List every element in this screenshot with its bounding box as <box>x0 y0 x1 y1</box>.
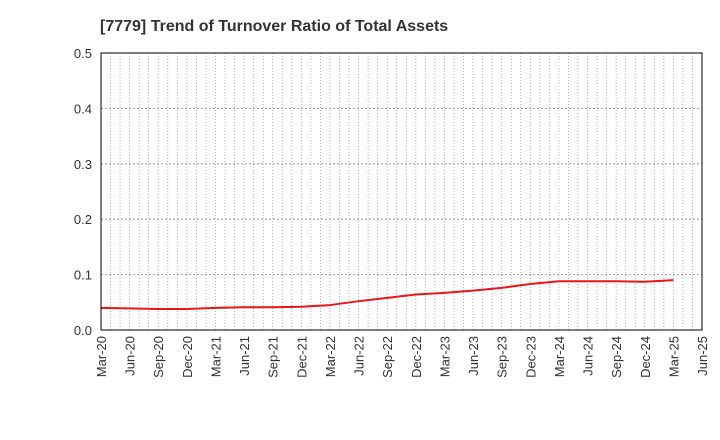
x-tick-label: Sep-20 <box>151 336 166 378</box>
x-tick-label: Sep-23 <box>495 336 510 378</box>
x-tick-label: Jun-25 <box>695 336 710 376</box>
y-tick-label: 0.3 <box>74 157 92 172</box>
x-axis: Mar-20 Jun-20 Sep-20 Dec-20 Mar-21 Jun-21 Sep-… <box>94 336 710 378</box>
x-tick-label: Mar-25 <box>666 336 681 377</box>
y-tick-label: 0.4 <box>74 101 92 116</box>
x-tick-label: Dec-21 <box>294 336 309 378</box>
x-tick-label: Jun-20 <box>123 336 138 376</box>
series <box>100 279 674 310</box>
x-tick-label: Mar-20 <box>94 336 109 377</box>
y-axis: 0.0 0.1 0.2 0.3 0.4 0.5 <box>74 46 92 338</box>
x-tick-label: Jun-21 <box>237 336 252 376</box>
x-tick-label: Jun-23 <box>466 336 481 376</box>
y-tick-label: 0.1 <box>74 268 92 283</box>
x-tick-label: Mar-24 <box>552 336 567 377</box>
x-tick-label: Dec-24 <box>638 336 653 378</box>
series-line <box>100 279 674 310</box>
x-tick-label: Sep-22 <box>380 336 395 378</box>
x-tick-label: Dec-22 <box>409 336 424 378</box>
x-tick-label: Dec-23 <box>523 336 538 378</box>
gridlines <box>100 52 703 331</box>
chart-title: [7779] Trend of Turnover Ratio of Total … <box>100 18 448 35</box>
x-tick-label: Mar-22 <box>323 336 338 377</box>
x-tick-label: Jun-22 <box>352 336 367 376</box>
x-tick-label: Mar-21 <box>208 336 223 377</box>
y-tick-label: 0.0 <box>74 323 92 338</box>
y-tick-label: 0.2 <box>74 212 92 227</box>
x-tick-label: Mar-23 <box>437 336 452 377</box>
x-tick-label: Sep-24 <box>609 336 624 378</box>
x-tick-label: Dec-20 <box>180 336 195 378</box>
y-tick-label: 0.5 <box>74 46 92 61</box>
plot-frame <box>100 52 703 331</box>
x-tick-label: Jun-24 <box>581 336 596 376</box>
x-tick-label: Sep-21 <box>266 336 281 378</box>
